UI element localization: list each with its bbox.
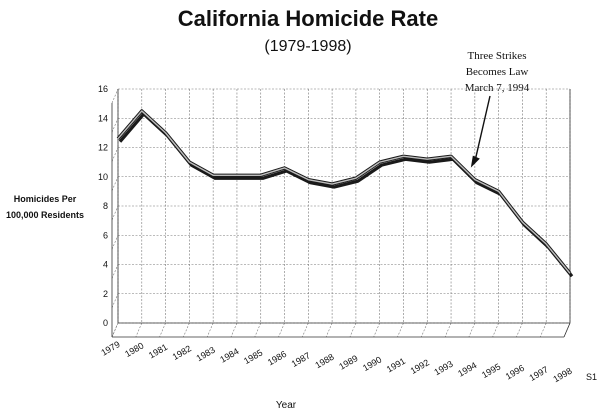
gridline-floor	[397, 322, 404, 338]
annotation-arrowhead	[470, 155, 480, 168]
gridline-floor	[444, 322, 452, 338]
annotation-line-1: Three Strikes	[468, 50, 527, 62]
gridline-floor	[516, 322, 523, 338]
gridline-floor	[539, 322, 547, 338]
gridline-depth	[111, 88, 119, 104]
gridline-floor	[373, 322, 380, 338]
gridline-floor	[302, 322, 309, 338]
y-axis-label-line-2: 100,000 Residents	[6, 210, 84, 220]
gridline-floor	[492, 322, 499, 338]
x-tick-label: 1990	[361, 354, 383, 373]
x-tick-label: 1983	[194, 345, 216, 364]
gridline-floor	[183, 322, 190, 338]
y-tick-label: 16	[98, 84, 108, 94]
x-axis-label: Year	[276, 400, 297, 411]
y-tick-label: 4	[103, 260, 108, 270]
x-tick-label: 1989	[337, 353, 359, 372]
x-tick-label: 1987	[290, 350, 312, 369]
gridline-depth	[111, 264, 119, 279]
chart-title: California Homicide Rate	[178, 6, 438, 31]
gridline-floor	[135, 322, 143, 338]
series-axis-label: S1	[586, 372, 597, 382]
gridline-floor	[278, 322, 285, 338]
gridline-floor	[159, 322, 166, 338]
y-tick-label: 14	[98, 113, 108, 123]
gridline-depth	[111, 235, 119, 250]
x-tick-label: 1986	[266, 349, 288, 368]
x-tick-label: 1995	[480, 361, 502, 380]
x-tick-label: 1992	[409, 357, 431, 376]
x-tick-label: 1988	[313, 352, 335, 371]
y-tick-label: 2	[103, 289, 108, 299]
series-line-shadow	[118, 112, 574, 278]
gridline-depth	[111, 293, 119, 308]
x-tick-label: 1993	[432, 359, 454, 378]
y-tick-label: 12	[98, 143, 108, 153]
gridline-floor	[420, 322, 428, 338]
x-tick-label: 1991	[385, 356, 407, 375]
gridline-floor	[254, 322, 262, 338]
gridline-depth	[111, 147, 119, 162]
series-line-outline	[116, 109, 572, 275]
gridline-floor	[325, 322, 333, 338]
gridline-floor	[349, 322, 357, 338]
x-tick-label: 1998	[551, 366, 573, 385]
x-tick-label: 1979	[99, 339, 121, 358]
annotation-line-2: Becomes Law	[466, 66, 529, 78]
gridline-depth	[111, 205, 119, 221]
x-tick-label: 1980	[123, 340, 145, 359]
gridline-depth	[111, 176, 119, 191]
y-tick-label: 0	[103, 318, 108, 328]
x-tick-label: 1982	[171, 343, 193, 362]
gridline-floor	[230, 322, 238, 338]
gridline-floor	[206, 322, 214, 338]
y-axis-label-line-1: Homicides Per	[14, 194, 77, 204]
x-tick-label: 1996	[504, 363, 526, 382]
x-tick-label: 1985	[242, 347, 264, 366]
x-tick-label: 1984	[218, 346, 240, 365]
axis-right-depth	[563, 322, 571, 338]
annotation-line-3: March 7, 1994	[465, 82, 530, 94]
x-tick-label: 1997	[528, 364, 550, 383]
series-line-fill	[117, 110, 571, 274]
gridline-depth	[111, 118, 119, 133]
x-tick-label: 1981	[147, 342, 169, 361]
chart-subtitle: (1979-1998)	[264, 38, 351, 55]
y-tick-label: 6	[103, 230, 108, 240]
y-tick-label: 8	[103, 201, 108, 211]
annotation-arrow	[474, 95, 491, 162]
x-tick-label: 1994	[456, 360, 478, 379]
gridline-floor	[468, 322, 476, 338]
y-tick-label: 10	[98, 172, 108, 182]
gridline-floor	[111, 322, 119, 338]
